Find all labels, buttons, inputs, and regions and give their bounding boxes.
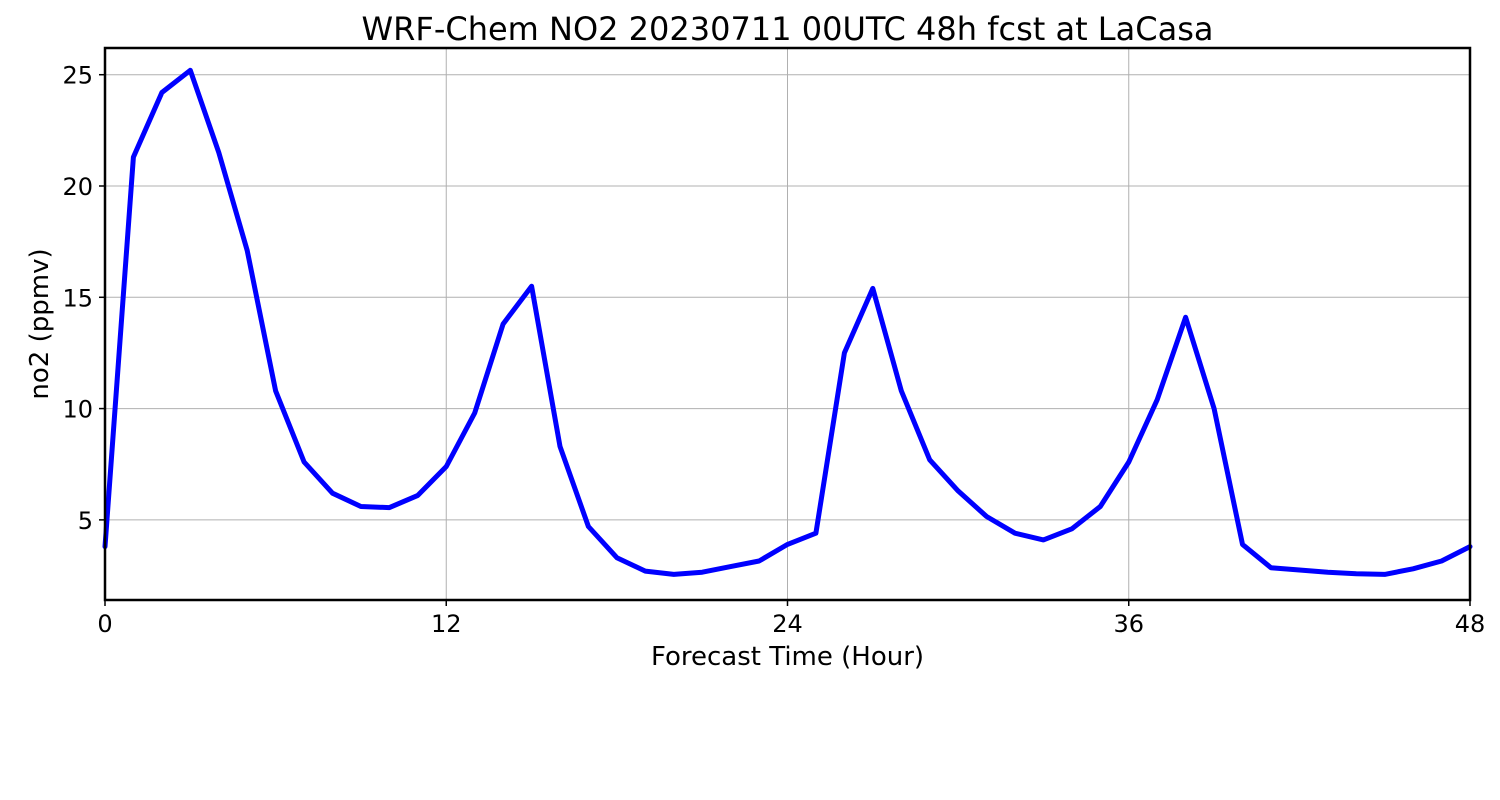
chart-title: WRF-Chem NO2 20230711 00UTC 48h fcst at … <box>362 10 1214 48</box>
x-axis-ticks: 0 12 24 36 48 <box>97 600 1485 638</box>
y-axis-label: no2 (ppmv) <box>25 248 55 399</box>
y-tick-label: 25 <box>62 62 93 90</box>
x-tick-label: 36 <box>1113 610 1144 638</box>
series-line-no2 <box>102 67 1473 577</box>
y-tick-label: 15 <box>62 284 93 312</box>
x-tick-label: 48 <box>1455 610 1486 638</box>
x-tick-label: 12 <box>431 610 462 638</box>
x-tick-label: 24 <box>772 610 803 638</box>
y-tick-label: 5 <box>78 507 93 535</box>
x-tick-label: 0 <box>97 610 112 638</box>
x-axis-label: Forecast Time (Hour) <box>651 642 924 672</box>
y-axis-ticks: 5 10 15 20 25 <box>62 62 105 535</box>
grid <box>104 48 1471 600</box>
y-tick-label: 10 <box>62 396 93 424</box>
y-tick-label: 20 <box>62 173 93 201</box>
